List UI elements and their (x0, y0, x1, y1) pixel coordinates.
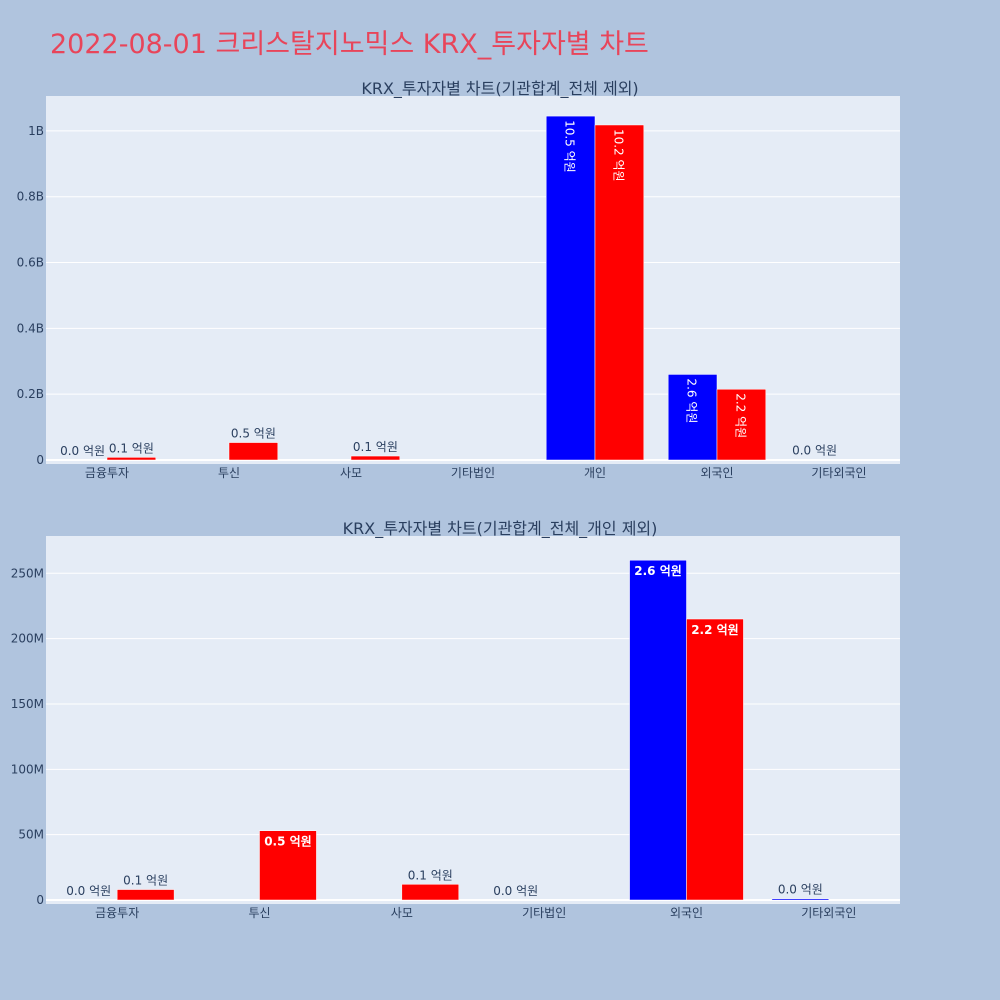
y-tick-label: 0.8B (17, 190, 44, 204)
data-label: 2.6 억원 (685, 378, 699, 423)
bar-blue (667, 374, 718, 461)
data-label: 2.2 억원 (733, 393, 747, 438)
data-label: 0.5 억원 (264, 835, 312, 849)
y-tick-label: 1B (28, 124, 44, 138)
x-tick-label: 외국인 (700, 466, 733, 480)
chart-title: KRX_투자자별 차트(기관합계_전체 제외) (361, 79, 638, 99)
data-label: 0.1 억원 (353, 440, 398, 454)
bar-red (594, 124, 645, 461)
data-label: 0.5 억원 (231, 427, 276, 441)
data-label: 0.0 억원 (792, 444, 837, 458)
x-tick-label: 외국인 (670, 906, 703, 920)
data-label: 0.0 억원 (778, 883, 823, 897)
bar-blue (629, 559, 687, 901)
x-tick-label: 사모 (391, 906, 413, 920)
bar-red (228, 442, 279, 461)
data-label: 2.2 억원 (691, 623, 739, 637)
y-tick-label: 100M (11, 762, 44, 776)
data-label: 0.1 억원 (408, 868, 453, 882)
x-tick-label: 투신 (218, 466, 240, 480)
y-tick-label: 0.6B (17, 256, 44, 270)
y-tick-label: 50M (18, 828, 44, 842)
x-tick-label: 기타법인 (451, 466, 495, 480)
data-label: 0.0 억원 (60, 444, 105, 458)
bar-red (116, 889, 175, 901)
data-label: 10.2 억원 (611, 129, 625, 182)
data-label: 0.1 억원 (123, 874, 168, 888)
bar-red (401, 884, 460, 901)
x-tick-label: 기타법인 (522, 906, 566, 920)
x-tick-label: 기타외국인 (801, 906, 856, 920)
x-tick-label: 기타외국인 (811, 466, 866, 480)
x-tick-label: 사모 (340, 466, 362, 480)
plot-area (46, 536, 900, 904)
bar-red (350, 455, 401, 461)
y-tick-label: 150M (11, 697, 44, 711)
bar-red (259, 830, 317, 901)
bar-red (686, 618, 744, 901)
data-label: 0.0 억원 (66, 884, 111, 898)
data-label: 10.5 억원 (563, 120, 577, 173)
y-tick-label: 0 (36, 893, 44, 907)
chart-1: 0 0.2B 0.4B 0.6B 0.8B 1B KRX_투자자별 차트(기관합계_전체 제… (17, 79, 900, 480)
x-tick-label: 투신 (248, 906, 270, 920)
x-tick-label: 금융투자 (85, 466, 129, 480)
data-label: 0.0 억원 (493, 884, 538, 898)
x-tick-label: 개인 (584, 466, 606, 480)
y-tick-label: 0.4B (17, 321, 44, 335)
y-tick-label: 0 (36, 453, 44, 467)
y-tick-label: 250M (11, 566, 44, 580)
page-title: 2022-08-01 크리스탈지노믹스 KRX_투자자별 차트 (50, 29, 649, 60)
bar-red (716, 388, 767, 461)
bar-red (106, 457, 157, 461)
y-tick-label: 0.2B (17, 387, 44, 401)
x-tick-label: 금융투자 (95, 906, 139, 920)
chart-2: 0 50M 100M 150M 200M 250M KRX_투자자별 차트(기관합계_전체_… (11, 519, 900, 920)
bar-blue (771, 898, 830, 901)
y-tick-label: 200M (11, 632, 44, 646)
chart-title: KRX_투자자별 차트(기관합계_전체_개인 제외) (343, 519, 658, 539)
data-label: 2.6 억원 (634, 564, 682, 578)
plot-area (46, 96, 900, 464)
data-label: 0.1 억원 (109, 441, 154, 455)
